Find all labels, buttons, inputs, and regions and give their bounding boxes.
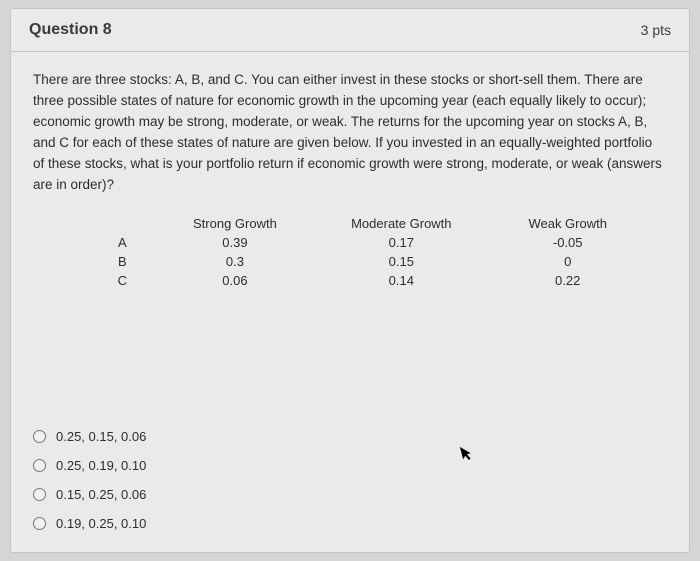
question-container: Question 8 3 pts There are three stocks:… <box>10 8 690 553</box>
option-label: 0.25, 0.15, 0.06 <box>56 429 146 444</box>
option-label: 0.19, 0.25, 0.10 <box>56 516 146 531</box>
row-value: 0.17 <box>318 233 484 252</box>
option-label: 0.15, 0.25, 0.06 <box>56 487 146 502</box>
row-value: 0.39 <box>152 233 318 252</box>
returns-table: Strong Growth Moderate Growth Weak Growt… <box>93 214 651 290</box>
table-header-moderate: Moderate Growth <box>318 214 484 233</box>
question-title: Question 8 <box>29 21 112 39</box>
table-header-strong: Strong Growth <box>152 214 318 233</box>
table-row: B 0.3 0.15 0 <box>93 252 651 271</box>
row-value: 0.14 <box>318 271 484 290</box>
row-label: A <box>93 233 152 252</box>
option-row[interactable]: 0.19, 0.25, 0.10 <box>33 509 667 538</box>
question-points: 3 pts <box>641 22 671 38</box>
row-value: -0.05 <box>485 233 651 252</box>
table-header-blank <box>93 214 152 233</box>
question-header: Question 8 3 pts <box>11 9 689 52</box>
answer-options: 0.25, 0.15, 0.06 0.25, 0.19, 0.10 0.15, … <box>33 422 667 542</box>
question-text: There are three stocks: A, B, and C. You… <box>33 70 667 196</box>
row-value: 0.3 <box>152 252 318 271</box>
option-label: 0.25, 0.19, 0.10 <box>56 458 146 473</box>
row-value: 0.15 <box>318 252 484 271</box>
row-label: B <box>93 252 152 271</box>
question-body: There are three stocks: A, B, and C. You… <box>11 52 689 552</box>
option-row[interactable]: 0.25, 0.15, 0.06 <box>33 422 667 451</box>
table-row: A 0.39 0.17 -0.05 <box>93 233 651 252</box>
radio-icon[interactable] <box>33 517 46 530</box>
row-value: 0.22 <box>485 271 651 290</box>
table-row: C 0.06 0.14 0.22 <box>93 271 651 290</box>
radio-icon[interactable] <box>33 430 46 443</box>
row-value: 0.06 <box>152 271 318 290</box>
option-row[interactable]: 0.25, 0.19, 0.10 <box>33 451 667 480</box>
row-value: 0 <box>485 252 651 271</box>
option-row[interactable]: 0.15, 0.25, 0.06 <box>33 480 667 509</box>
table-header-row: Strong Growth Moderate Growth Weak Growt… <box>93 214 651 233</box>
radio-icon[interactable] <box>33 459 46 472</box>
radio-icon[interactable] <box>33 488 46 501</box>
table-header-weak: Weak Growth <box>485 214 651 233</box>
row-label: C <box>93 271 152 290</box>
